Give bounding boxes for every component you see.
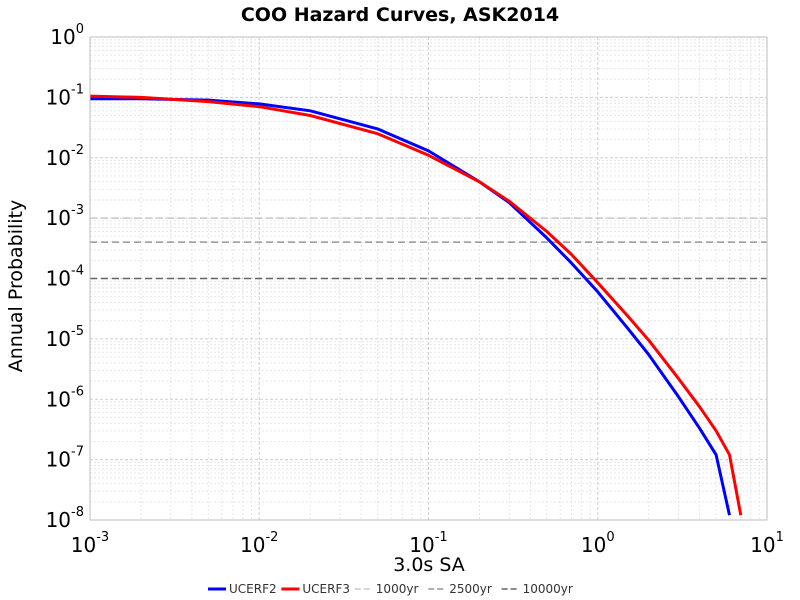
- y-axis-label: Annual Probability: [5, 200, 27, 373]
- legend-label-2500yr: 2500yr: [449, 582, 492, 596]
- y-tick-label: 10-2: [46, 143, 84, 170]
- y-axis-ticks: 100 10-1 10-2 10-3 10-4 10-5 10-6 10-7 10-8: [46, 22, 84, 532]
- y-tick-label: 10-6: [46, 384, 84, 411]
- series-lines: [89, 94, 743, 516]
- x-axis-label: 3.0s SA: [393, 554, 465, 576]
- x-tick-label: 10-1: [409, 530, 447, 557]
- y-tick-label: 10-1: [46, 82, 84, 109]
- y-tick-label: 10-4: [46, 264, 84, 291]
- chart-title: COO Hazard Curves, ASK2014: [241, 4, 559, 26]
- x-tick-label: 101: [750, 530, 784, 557]
- legend-label-10000yr: 10000yr: [523, 582, 573, 596]
- plot-border: [89, 36, 768, 521]
- y-tick-label: 10-3: [46, 203, 84, 230]
- legend: UCERF2 UCERF3 1000yr 2500yr 10000yr: [208, 582, 573, 596]
- series-line-ucerf2: [90, 97, 731, 516]
- x-tick-label: 10-3: [71, 530, 109, 557]
- x-tick-label: 10-2: [240, 530, 278, 557]
- y-tick-label: 100: [50, 22, 84, 49]
- y-tick-label: 10-5: [46, 324, 84, 351]
- x-tick-label: 100: [581, 530, 615, 557]
- legend-label-1000yr: 1000yr: [376, 582, 419, 596]
- x-axis-ticks: 10-3 10-2 10-1 100 101: [71, 530, 784, 557]
- series-line-ucerf3: [89, 94, 743, 516]
- legend-label-ucerf2: UCERF2: [229, 582, 277, 596]
- reference-lines: [90, 217, 767, 280]
- y-tick-label: 10-7: [46, 445, 84, 472]
- legend-label-ucerf3: UCERF3: [302, 582, 350, 596]
- y-tick-label: 10-8: [46, 505, 84, 532]
